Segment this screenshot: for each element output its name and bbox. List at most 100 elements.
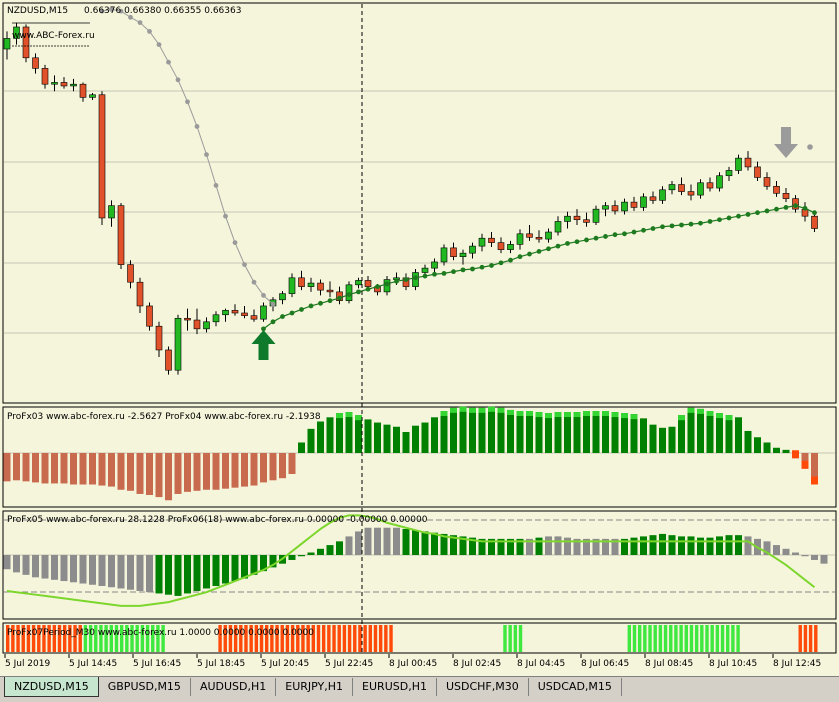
candle-body — [307, 282, 315, 287]
profx03-bar — [573, 412, 581, 453]
candle-body — [459, 252, 467, 257]
profx07-bar — [513, 625, 518, 652]
candle-body — [136, 281, 144, 307]
profx03-bar — [640, 418, 647, 453]
fast-line-point — [194, 124, 200, 129]
profx05-bar — [374, 527, 381, 555]
profx03-bar-cap — [516, 411, 524, 416]
profx03-bar — [60, 453, 68, 484]
slow-line-point — [641, 227, 646, 233]
candle-body — [545, 231, 552, 240]
profx03-bar — [440, 411, 448, 453]
price-panel-frame — [2, 2, 837, 404]
profx07-bar — [316, 625, 321, 652]
profx05-bar — [431, 532, 438, 555]
price-panel[interactable]: NZDUSD,M15 0.66376 0.66380 0.66355 0.663… — [2, 2, 837, 404]
slow-line-point — [375, 284, 380, 289]
profx05-bar — [535, 537, 543, 555]
profx07-bar — [47, 625, 51, 652]
profx03-bar — [668, 426, 676, 453]
candle-body — [13, 26, 20, 39]
candle-body — [621, 201, 628, 212]
profx07-bar — [358, 625, 362, 652]
profx07-bar — [321, 625, 326, 652]
profx03-bar-cap — [469, 407, 476, 413]
profx07-bar — [280, 625, 284, 652]
candle-body — [735, 157, 742, 171]
slow-line-point — [422, 273, 428, 279]
profx05-bar — [260, 555, 267, 572]
time-tick-label: 8 Jul 08:45 — [645, 659, 693, 669]
profx07-bar — [88, 625, 93, 652]
tab-usdchf-m30[interactable]: USDCHF,M30 — [437, 678, 529, 696]
profx07-panel[interactable]: ProFx07Period_M30 www.abc-forex.ru 1.000… — [2, 622, 837, 654]
chart-area[interactable]: NZDUSD,M15 0.66376 0.66380 0.66355 0.663… — [0, 0, 839, 676]
fast-line-point — [223, 213, 228, 219]
profx07-bar — [337, 625, 341, 652]
profx07-bar — [254, 625, 259, 652]
tab-gbpusd-m15[interactable]: GBPUSD,M15 — [99, 678, 191, 696]
profx03-bar — [22, 453, 30, 482]
candle-body — [507, 244, 514, 250]
profx05-bar — [250, 555, 258, 575]
profx03-bar — [70, 453, 77, 485]
slow-line-point — [451, 269, 456, 275]
profx05-bar — [507, 538, 514, 555]
profx05-bar — [307, 552, 315, 555]
tab-audusd-h1[interactable]: AUDUSD,H1 — [191, 678, 277, 696]
time-tick-label: 8 Jul 12:45 — [773, 659, 821, 669]
profx05-bar — [725, 535, 733, 555]
profx05-bar — [440, 533, 448, 555]
profx07-bar — [700, 625, 704, 652]
profx07-bar — [114, 625, 119, 652]
candle-body — [754, 166, 761, 178]
profx03-bar-cap — [554, 412, 562, 418]
time-tick-label: 5 Jul 14:45 — [69, 659, 117, 669]
sell-arrow-icon — [774, 127, 798, 158]
candle-body — [716, 175, 723, 189]
profx03-bar — [260, 453, 267, 483]
fast-line-point — [232, 240, 238, 246]
sell-signal-dot — [807, 144, 813, 150]
tab-usdcad-m15[interactable]: USDCAD,M15 — [529, 678, 622, 696]
profx03-bar-cap — [535, 412, 543, 418]
candle-body — [203, 321, 210, 330]
profx05-panel[interactable]: ProFx05 www.abc-forex.ru 28.1228 ProFx06… — [2, 510, 837, 620]
profx03-bar — [744, 430, 752, 453]
profx07-bar — [125, 625, 129, 652]
tab-eurusd-h1[interactable]: EURUSD,H1 — [353, 678, 437, 696]
slow-line-point — [498, 260, 504, 266]
profx05-bar — [820, 555, 828, 564]
profx03-panel-frame — [2, 406, 837, 508]
profx03-bar — [649, 424, 657, 453]
profx05-bar — [60, 555, 68, 582]
buy-arrow-icon — [251, 330, 276, 360]
profx07-bar — [669, 625, 673, 652]
profx03-bar — [697, 408, 704, 453]
slow-line-point — [479, 264, 485, 270]
candle-body — [782, 193, 790, 199]
fast-line-point — [118, 8, 124, 14]
candle-body — [174, 317, 182, 371]
profx05-bar — [488, 538, 495, 555]
profx05-bar — [298, 555, 305, 557]
profx03-panel[interactable]: ProFx03 www.abc-forex.ru -2.5627 ProFx04… — [2, 406, 837, 508]
profx07-bar — [259, 625, 264, 652]
profx07-bar — [265, 625, 269, 652]
profx07-bar — [726, 625, 730, 652]
profx03-bar — [288, 453, 296, 474]
profx03-bar — [754, 437, 761, 453]
tab-nzdusd-m15[interactable]: NZDUSD,M15 — [4, 677, 99, 697]
profx07-bar — [26, 625, 31, 652]
candle-body — [811, 215, 818, 229]
tab-eurjpy-h1[interactable]: EURJPY,H1 — [276, 678, 354, 696]
time-tick-label: 5 Jul 2019 — [5, 659, 50, 669]
candle-body — [108, 205, 115, 219]
candle-body — [22, 26, 30, 59]
profx03-bar-cap — [602, 411, 609, 416]
candle-body — [573, 215, 581, 221]
candle-body — [763, 177, 771, 187]
candle-body — [668, 184, 676, 191]
candle-body — [535, 237, 543, 240]
candle-body — [231, 310, 239, 314]
